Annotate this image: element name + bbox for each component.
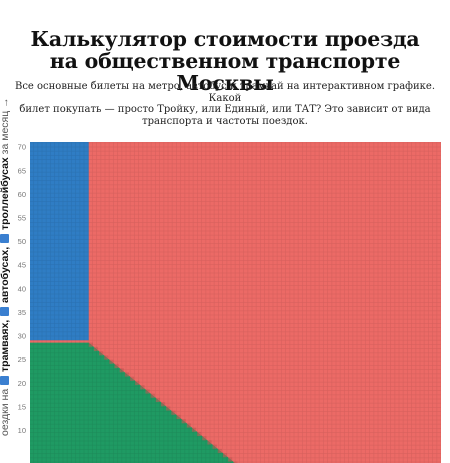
subtitle-line-3: транспорта и частоты поездок. bbox=[142, 115, 308, 127]
page-title: Калькулятор стоимости проезда на обществ… bbox=[0, 28, 450, 94]
title-line-2: на общественном транспорте Москвы bbox=[49, 49, 401, 95]
y-axis-label-suffix: за месяц → bbox=[0, 97, 11, 158]
y-axis-label: оездки на трамваях, автобусах, троллейбу… bbox=[0, 97, 15, 436]
cell-grid bbox=[30, 142, 441, 463]
y-axis-label-bold-1: трамваях, bbox=[0, 319, 11, 372]
tram-icon bbox=[0, 375, 9, 385]
page-subtitle: Все основные билеты на метро, автобус и … bbox=[4, 81, 446, 127]
y-tick-label: 10 bbox=[18, 426, 26, 435]
y-tick-label: 20 bbox=[18, 379, 26, 388]
y-tick-label: 70 bbox=[18, 143, 26, 152]
y-tick-label: 65 bbox=[18, 166, 26, 175]
bus-icon bbox=[0, 306, 9, 316]
subtitle-line-2: билет покупать — просто Тройку, или Един… bbox=[19, 104, 431, 115]
y-axis-label-bold-3: троллейбусах bbox=[0, 157, 11, 231]
trolleybus-icon bbox=[0, 233, 9, 243]
y-tick-label: 35 bbox=[18, 308, 26, 317]
y-tick-label: 30 bbox=[18, 332, 26, 341]
y-tick-label: 60 bbox=[18, 190, 26, 199]
y-tick-label: 15 bbox=[18, 402, 26, 411]
y-axis-label-bold-2: автобусах, bbox=[0, 246, 11, 303]
title-line-1: Калькулятор стоимости проезда bbox=[30, 27, 420, 51]
y-tick-label: 25 bbox=[18, 355, 26, 364]
subtitle-line-1: Все основные билеты на метро, автобус и … bbox=[14, 81, 436, 104]
y-tick-label: 55 bbox=[18, 214, 26, 223]
y-tick-label: 40 bbox=[18, 284, 26, 293]
y-tick-label: 45 bbox=[18, 261, 26, 270]
y-tick-label: 50 bbox=[18, 237, 26, 246]
y-axis-label-prefix: оездки на bbox=[0, 385, 11, 436]
